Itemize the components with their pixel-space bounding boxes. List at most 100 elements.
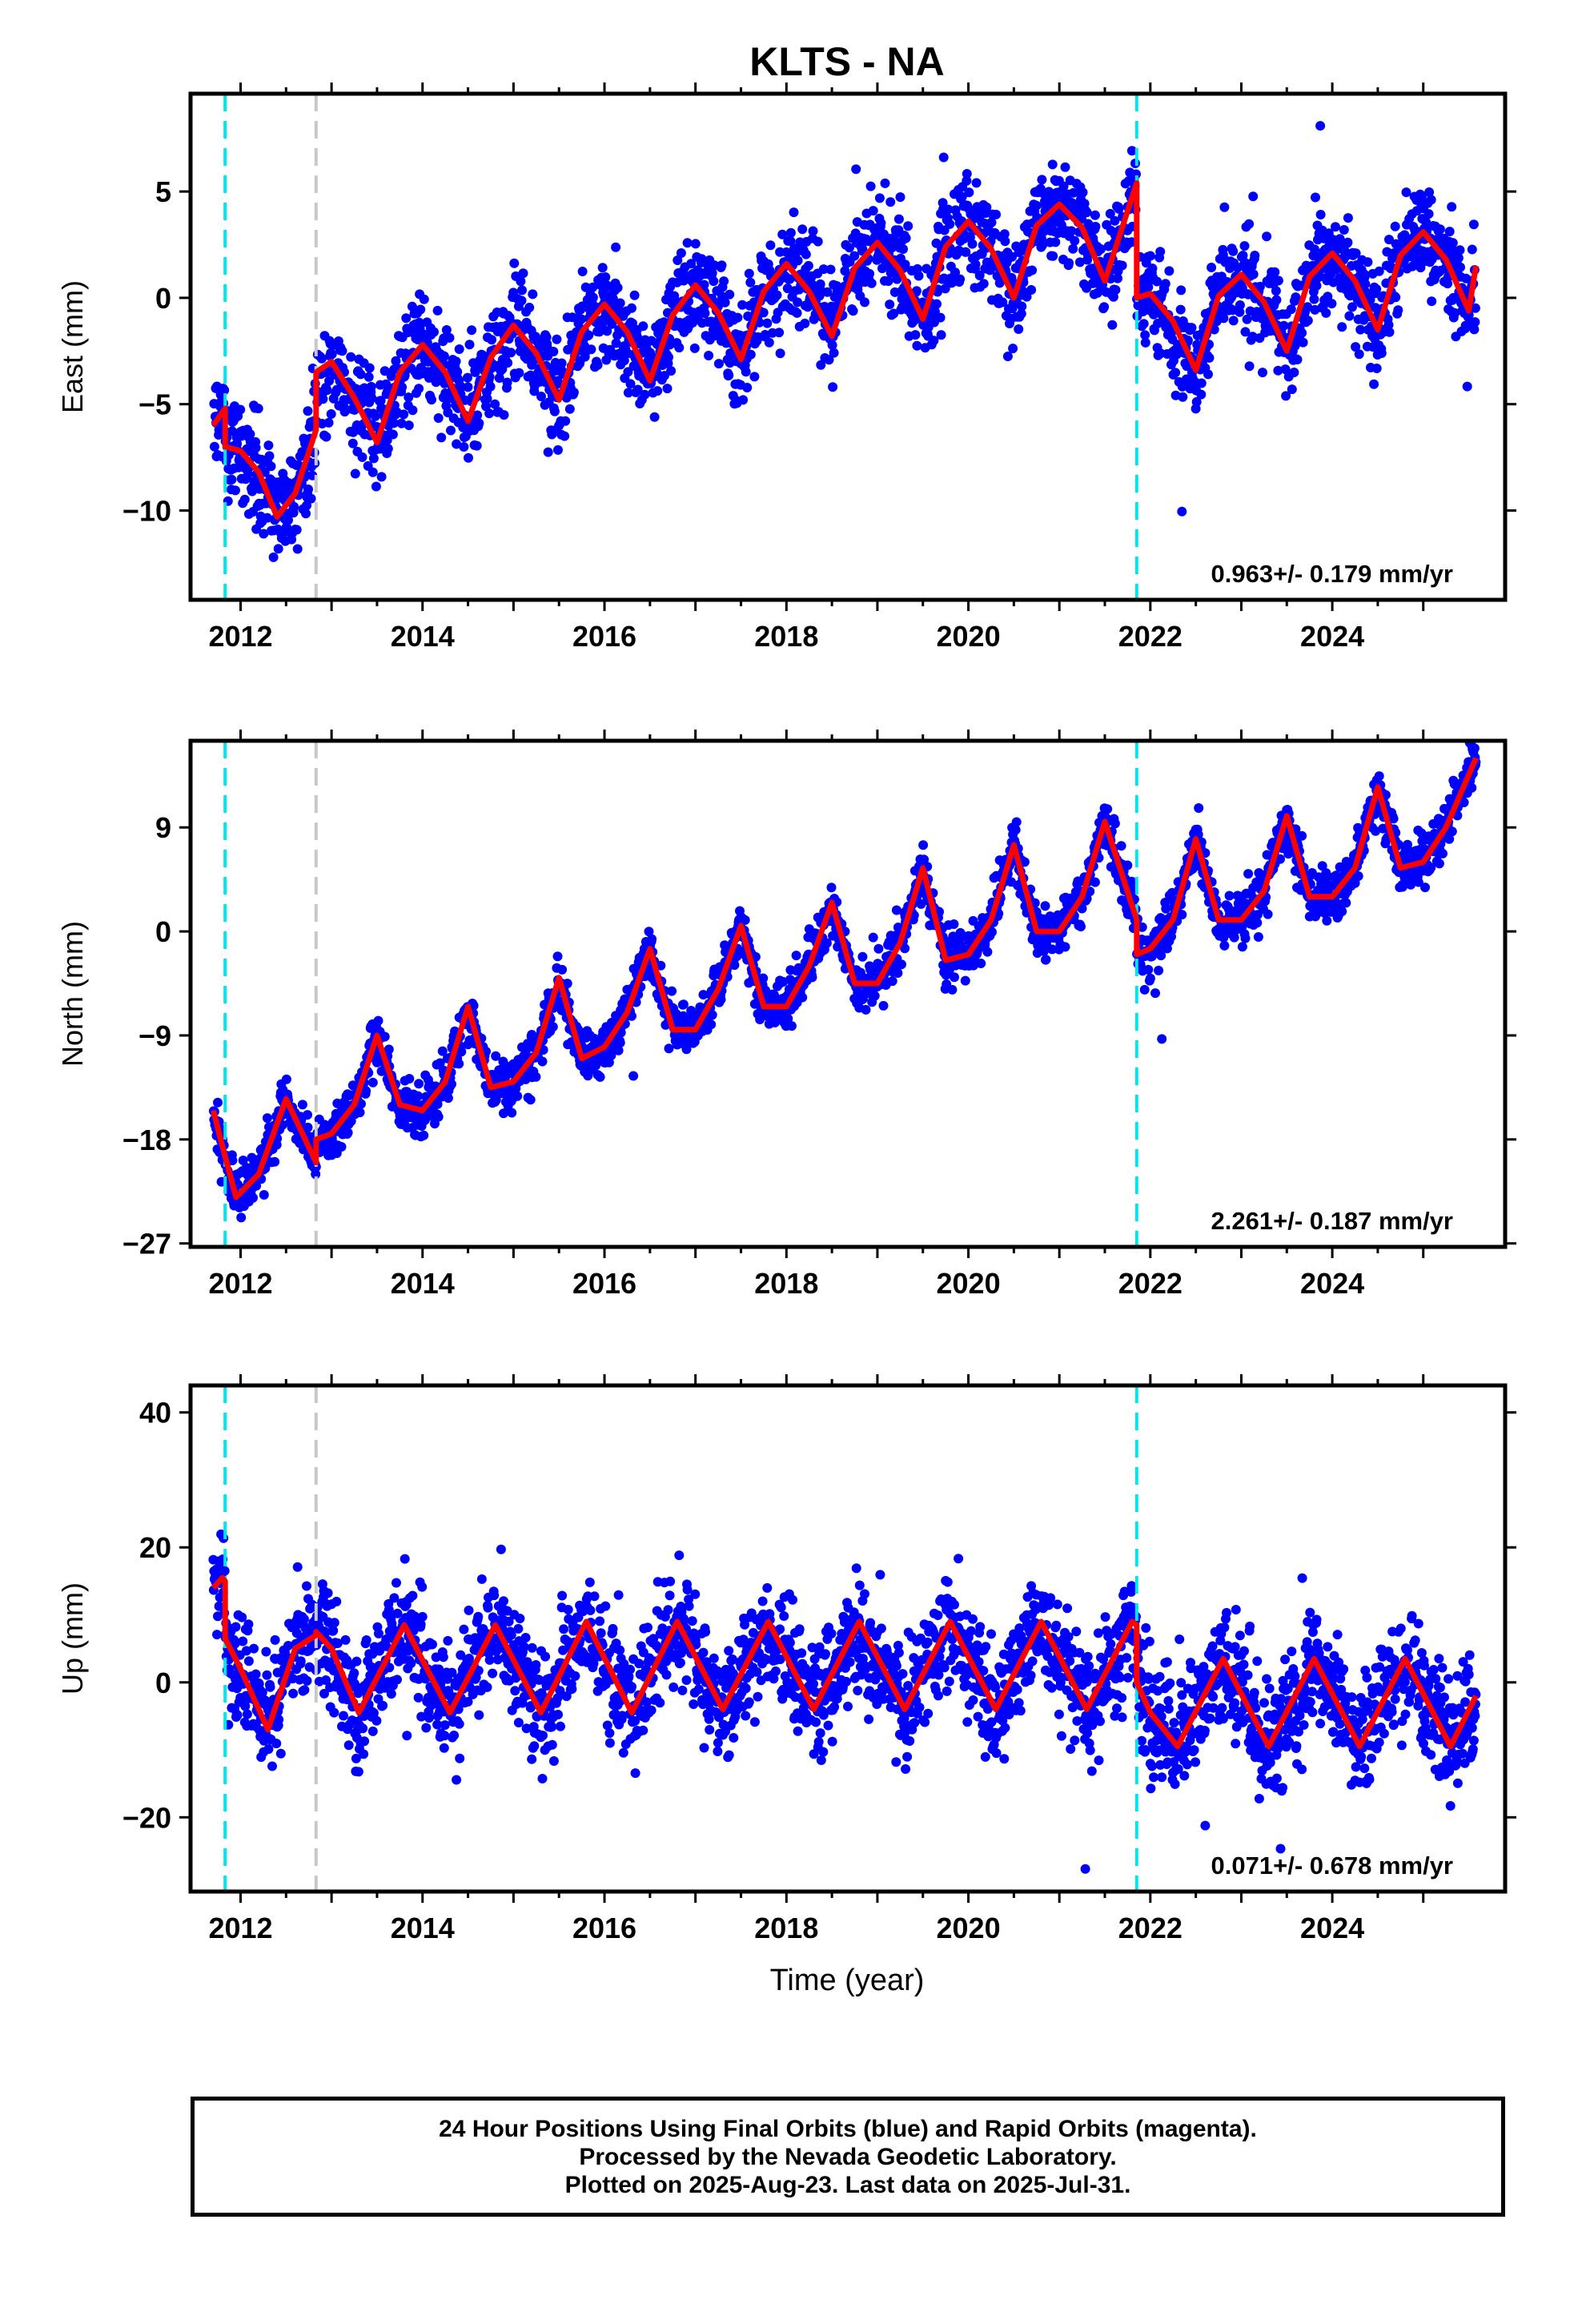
east-data-point bbox=[1239, 241, 1250, 251]
north-data-point bbox=[1143, 964, 1154, 975]
east-data-point bbox=[1292, 355, 1303, 364]
east-data-point bbox=[1360, 279, 1371, 289]
east-data-point bbox=[1177, 506, 1187, 517]
east-data-point bbox=[1279, 320, 1289, 331]
east-data-point bbox=[1058, 181, 1069, 191]
east-data-point bbox=[1335, 234, 1345, 244]
east-data-point bbox=[1196, 389, 1207, 400]
east-data-point bbox=[1078, 187, 1088, 198]
east-data-point bbox=[971, 178, 982, 188]
north-data-point bbox=[443, 1093, 453, 1104]
east-data-point bbox=[485, 381, 496, 392]
east-x-tick-label: 2020 bbox=[937, 620, 1001, 653]
east-data-point bbox=[592, 360, 603, 370]
east-data-point bbox=[1207, 263, 1217, 272]
north-data-point bbox=[868, 932, 878, 943]
east-data-point bbox=[337, 346, 347, 356]
east-data-point bbox=[1014, 324, 1024, 334]
east-data-point bbox=[1070, 235, 1080, 246]
east-data-point bbox=[245, 429, 255, 440]
east-data-point bbox=[733, 312, 743, 323]
east-data-point bbox=[704, 351, 714, 360]
east-data-point bbox=[396, 418, 407, 428]
east-data-point bbox=[1421, 217, 1431, 227]
east-data-point bbox=[452, 439, 462, 449]
east-data-point bbox=[502, 377, 512, 388]
east-data-point bbox=[785, 227, 796, 238]
east-data-point bbox=[444, 332, 455, 343]
east-data-point bbox=[427, 395, 436, 405]
east-data-point bbox=[964, 187, 974, 198]
east-data-point bbox=[266, 461, 276, 472]
east-data-point bbox=[629, 290, 640, 300]
east-data-point bbox=[808, 226, 818, 236]
east-data-point bbox=[725, 289, 735, 300]
east-data-point bbox=[1107, 320, 1118, 330]
east-data-point bbox=[1303, 316, 1313, 326]
east-data-point bbox=[397, 382, 408, 392]
east-data-point bbox=[1270, 267, 1280, 277]
east-data-point bbox=[1090, 222, 1101, 231]
east-data-point bbox=[827, 340, 837, 350]
east-data-point bbox=[303, 485, 313, 494]
north-data-point bbox=[807, 972, 817, 983]
north-data-point bbox=[248, 1192, 258, 1203]
east-data-point bbox=[961, 247, 971, 257]
east-data-point bbox=[506, 348, 516, 358]
east-y-tick-label: 0 bbox=[155, 282, 171, 315]
east-data-point bbox=[901, 233, 911, 243]
east-data-point bbox=[326, 409, 336, 419]
east-data-point bbox=[464, 452, 473, 463]
east-data-point bbox=[1455, 245, 1465, 255]
north-data-point bbox=[1041, 955, 1051, 965]
east-data-point bbox=[1096, 244, 1106, 254]
east-data-point bbox=[611, 338, 621, 348]
east-data-point bbox=[383, 444, 393, 454]
east-data-point bbox=[1090, 210, 1100, 220]
east-data-point bbox=[1470, 317, 1480, 328]
north-data-point bbox=[613, 1045, 624, 1055]
north-data-point bbox=[437, 1046, 448, 1056]
north-data-point bbox=[1145, 973, 1155, 983]
north-data-point bbox=[456, 1047, 467, 1057]
east-data-point bbox=[497, 364, 508, 374]
east-data-point bbox=[1315, 121, 1326, 131]
east-data-point bbox=[560, 431, 570, 441]
east-data-point bbox=[1311, 192, 1320, 203]
north-data-point bbox=[413, 1091, 424, 1101]
east-data-point bbox=[743, 311, 753, 321]
east-data-point bbox=[1354, 349, 1364, 360]
east-data-point bbox=[1203, 369, 1213, 380]
east-data-point bbox=[1376, 348, 1387, 358]
east-data-point bbox=[1110, 215, 1120, 226]
north-data-point bbox=[525, 1095, 536, 1105]
east-data-point bbox=[441, 325, 452, 335]
east-data-point bbox=[467, 325, 477, 336]
east-data-point bbox=[371, 481, 381, 492]
north-data-point bbox=[919, 854, 930, 865]
east-data-point bbox=[1131, 169, 1141, 179]
east-data-point bbox=[600, 272, 611, 282]
east-data-point bbox=[874, 193, 885, 203]
east-data-point bbox=[793, 297, 803, 308]
north-data-point bbox=[367, 1077, 378, 1088]
east-data-point bbox=[785, 236, 796, 246]
east-data-point bbox=[625, 379, 636, 389]
east-data-point bbox=[391, 356, 401, 366]
north-data-point bbox=[664, 1043, 674, 1054]
east-data-point bbox=[1250, 251, 1260, 260]
north-data-point bbox=[227, 1156, 238, 1165]
east-data-point bbox=[366, 381, 376, 392]
east-data-point bbox=[849, 251, 860, 261]
east-data-point bbox=[690, 239, 701, 249]
east-data-point bbox=[659, 317, 669, 328]
east-data-point bbox=[464, 340, 475, 350]
east-data-point bbox=[762, 318, 773, 328]
east-data-point bbox=[1064, 258, 1074, 268]
north-points bbox=[208, 741, 1481, 1223]
east-data-point bbox=[1037, 240, 1047, 251]
east-data-point bbox=[1068, 187, 1078, 198]
east-data-point bbox=[1331, 222, 1340, 232]
east-data-point bbox=[857, 244, 868, 255]
east-data-point bbox=[436, 432, 447, 443]
